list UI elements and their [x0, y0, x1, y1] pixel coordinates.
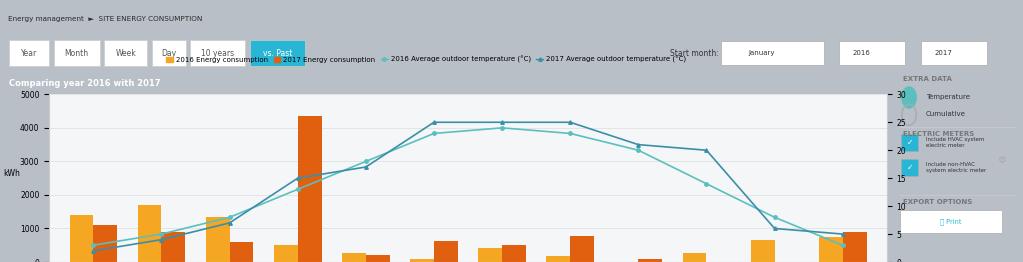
Circle shape — [902, 87, 917, 108]
Bar — [274, 245, 298, 262]
FancyBboxPatch shape — [250, 40, 305, 67]
Bar — [502, 244, 526, 262]
Bar — [751, 240, 774, 262]
FancyBboxPatch shape — [104, 40, 147, 67]
Text: ✓: ✓ — [906, 138, 913, 147]
Text: Include HVAC system
electric meter: Include HVAC system electric meter — [926, 137, 984, 148]
Bar — [138, 205, 162, 262]
Bar — [818, 237, 843, 262]
FancyBboxPatch shape — [901, 134, 919, 151]
Text: Cumulative: Cumulative — [926, 111, 966, 117]
Bar — [366, 255, 390, 262]
Bar — [682, 253, 707, 262]
Text: Day: Day — [161, 48, 176, 58]
Bar — [410, 259, 434, 262]
Text: Temperature: Temperature — [926, 94, 970, 100]
Text: 🖨 Print: 🖨 Print — [940, 219, 962, 225]
FancyBboxPatch shape — [921, 41, 987, 66]
FancyBboxPatch shape — [839, 41, 905, 66]
Bar — [638, 259, 662, 262]
FancyBboxPatch shape — [9, 40, 49, 67]
Bar — [162, 232, 185, 262]
Text: Year: Year — [20, 48, 37, 58]
Bar — [546, 256, 570, 262]
Text: January: January — [749, 50, 775, 56]
Text: ✓: ✓ — [906, 163, 913, 172]
Text: Week: Week — [116, 48, 136, 58]
FancyBboxPatch shape — [190, 40, 246, 67]
Text: ⚙: ⚙ — [996, 155, 1006, 165]
Text: EXTRA DATA: EXTRA DATA — [902, 77, 951, 83]
Text: Include non-HVAC
system electric meter: Include non-HVAC system electric meter — [926, 162, 986, 173]
Text: Energy management  ►  SITE ENERGY CONSUMPTION: Energy management ► SITE ENERGY CONSUMPT… — [8, 17, 203, 23]
Text: Start month:: Start month: — [670, 48, 719, 58]
Bar — [298, 116, 321, 262]
Text: 2017: 2017 — [935, 50, 952, 56]
Bar — [843, 232, 866, 262]
Bar — [229, 242, 254, 262]
Bar — [434, 241, 458, 262]
Bar — [206, 217, 229, 262]
FancyBboxPatch shape — [53, 40, 100, 67]
Text: 10 years: 10 years — [202, 48, 234, 58]
Text: 2016: 2016 — [853, 50, 871, 56]
FancyBboxPatch shape — [151, 40, 185, 67]
Bar — [93, 225, 118, 262]
FancyBboxPatch shape — [900, 210, 1003, 233]
Bar — [70, 215, 93, 262]
Text: EXPORT OPTIONS: EXPORT OPTIONS — [902, 199, 972, 205]
FancyBboxPatch shape — [901, 159, 919, 176]
FancyBboxPatch shape — [721, 41, 824, 66]
Bar — [342, 253, 366, 262]
Text: Month: Month — [64, 48, 89, 58]
Text: vs. Past: vs. Past — [263, 48, 293, 58]
Y-axis label: kWh: kWh — [3, 169, 20, 178]
Bar — [478, 248, 502, 262]
Text: Comparing year 2016 with 2017: Comparing year 2016 with 2017 — [9, 79, 161, 88]
Legend: 2016 Energy consumption, 2017 Energy consumption, 2016 Average outdoor temperatu: 2016 Energy consumption, 2017 Energy con… — [166, 56, 686, 63]
Text: ELECTRIC METERS: ELECTRIC METERS — [902, 131, 974, 137]
Bar — [570, 236, 594, 262]
